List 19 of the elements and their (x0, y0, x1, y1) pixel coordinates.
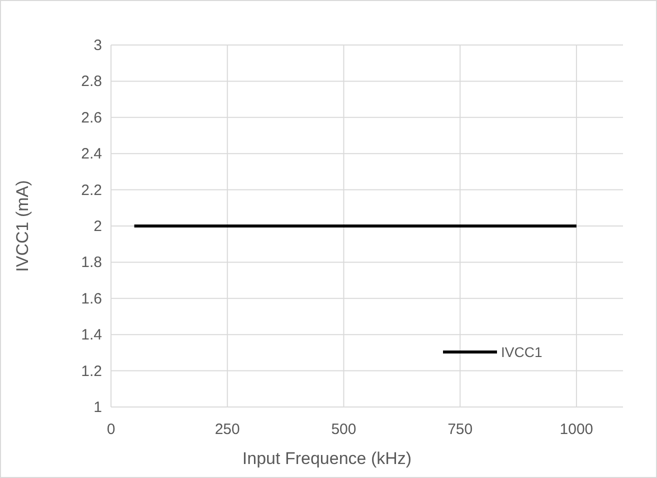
y-tick-label: 1.8 (81, 254, 102, 272)
x-tick-label: 250 (214, 421, 240, 438)
y-tick-label: 2.6 (81, 109, 102, 126)
legend-label: IVCC1 (501, 344, 542, 360)
y-tick-label: 1 (94, 399, 102, 416)
y-tick-label: 2.2 (81, 182, 102, 199)
y-tick-label: 1.6 (81, 290, 102, 308)
x-tick-label: 500 (331, 421, 356, 438)
y-tick-label: 1.2 (81, 362, 102, 380)
y-axis-title: IVCC1 (mA) (13, 180, 32, 272)
x-tick-label: 750 (448, 421, 473, 438)
y-tick-label: 2.4 (81, 146, 102, 163)
y-tick-label: 3 (94, 37, 102, 54)
y-tick-label: 2 (94, 218, 102, 235)
x-tick-label: 0 (106, 421, 116, 438)
x-tick-label: 1000 (560, 421, 594, 438)
y-tick-label: 1.4 (81, 326, 102, 344)
y-tick-label: 2.8 (81, 73, 102, 90)
x-axis-title: Input Frequence (kHz) (242, 449, 412, 468)
